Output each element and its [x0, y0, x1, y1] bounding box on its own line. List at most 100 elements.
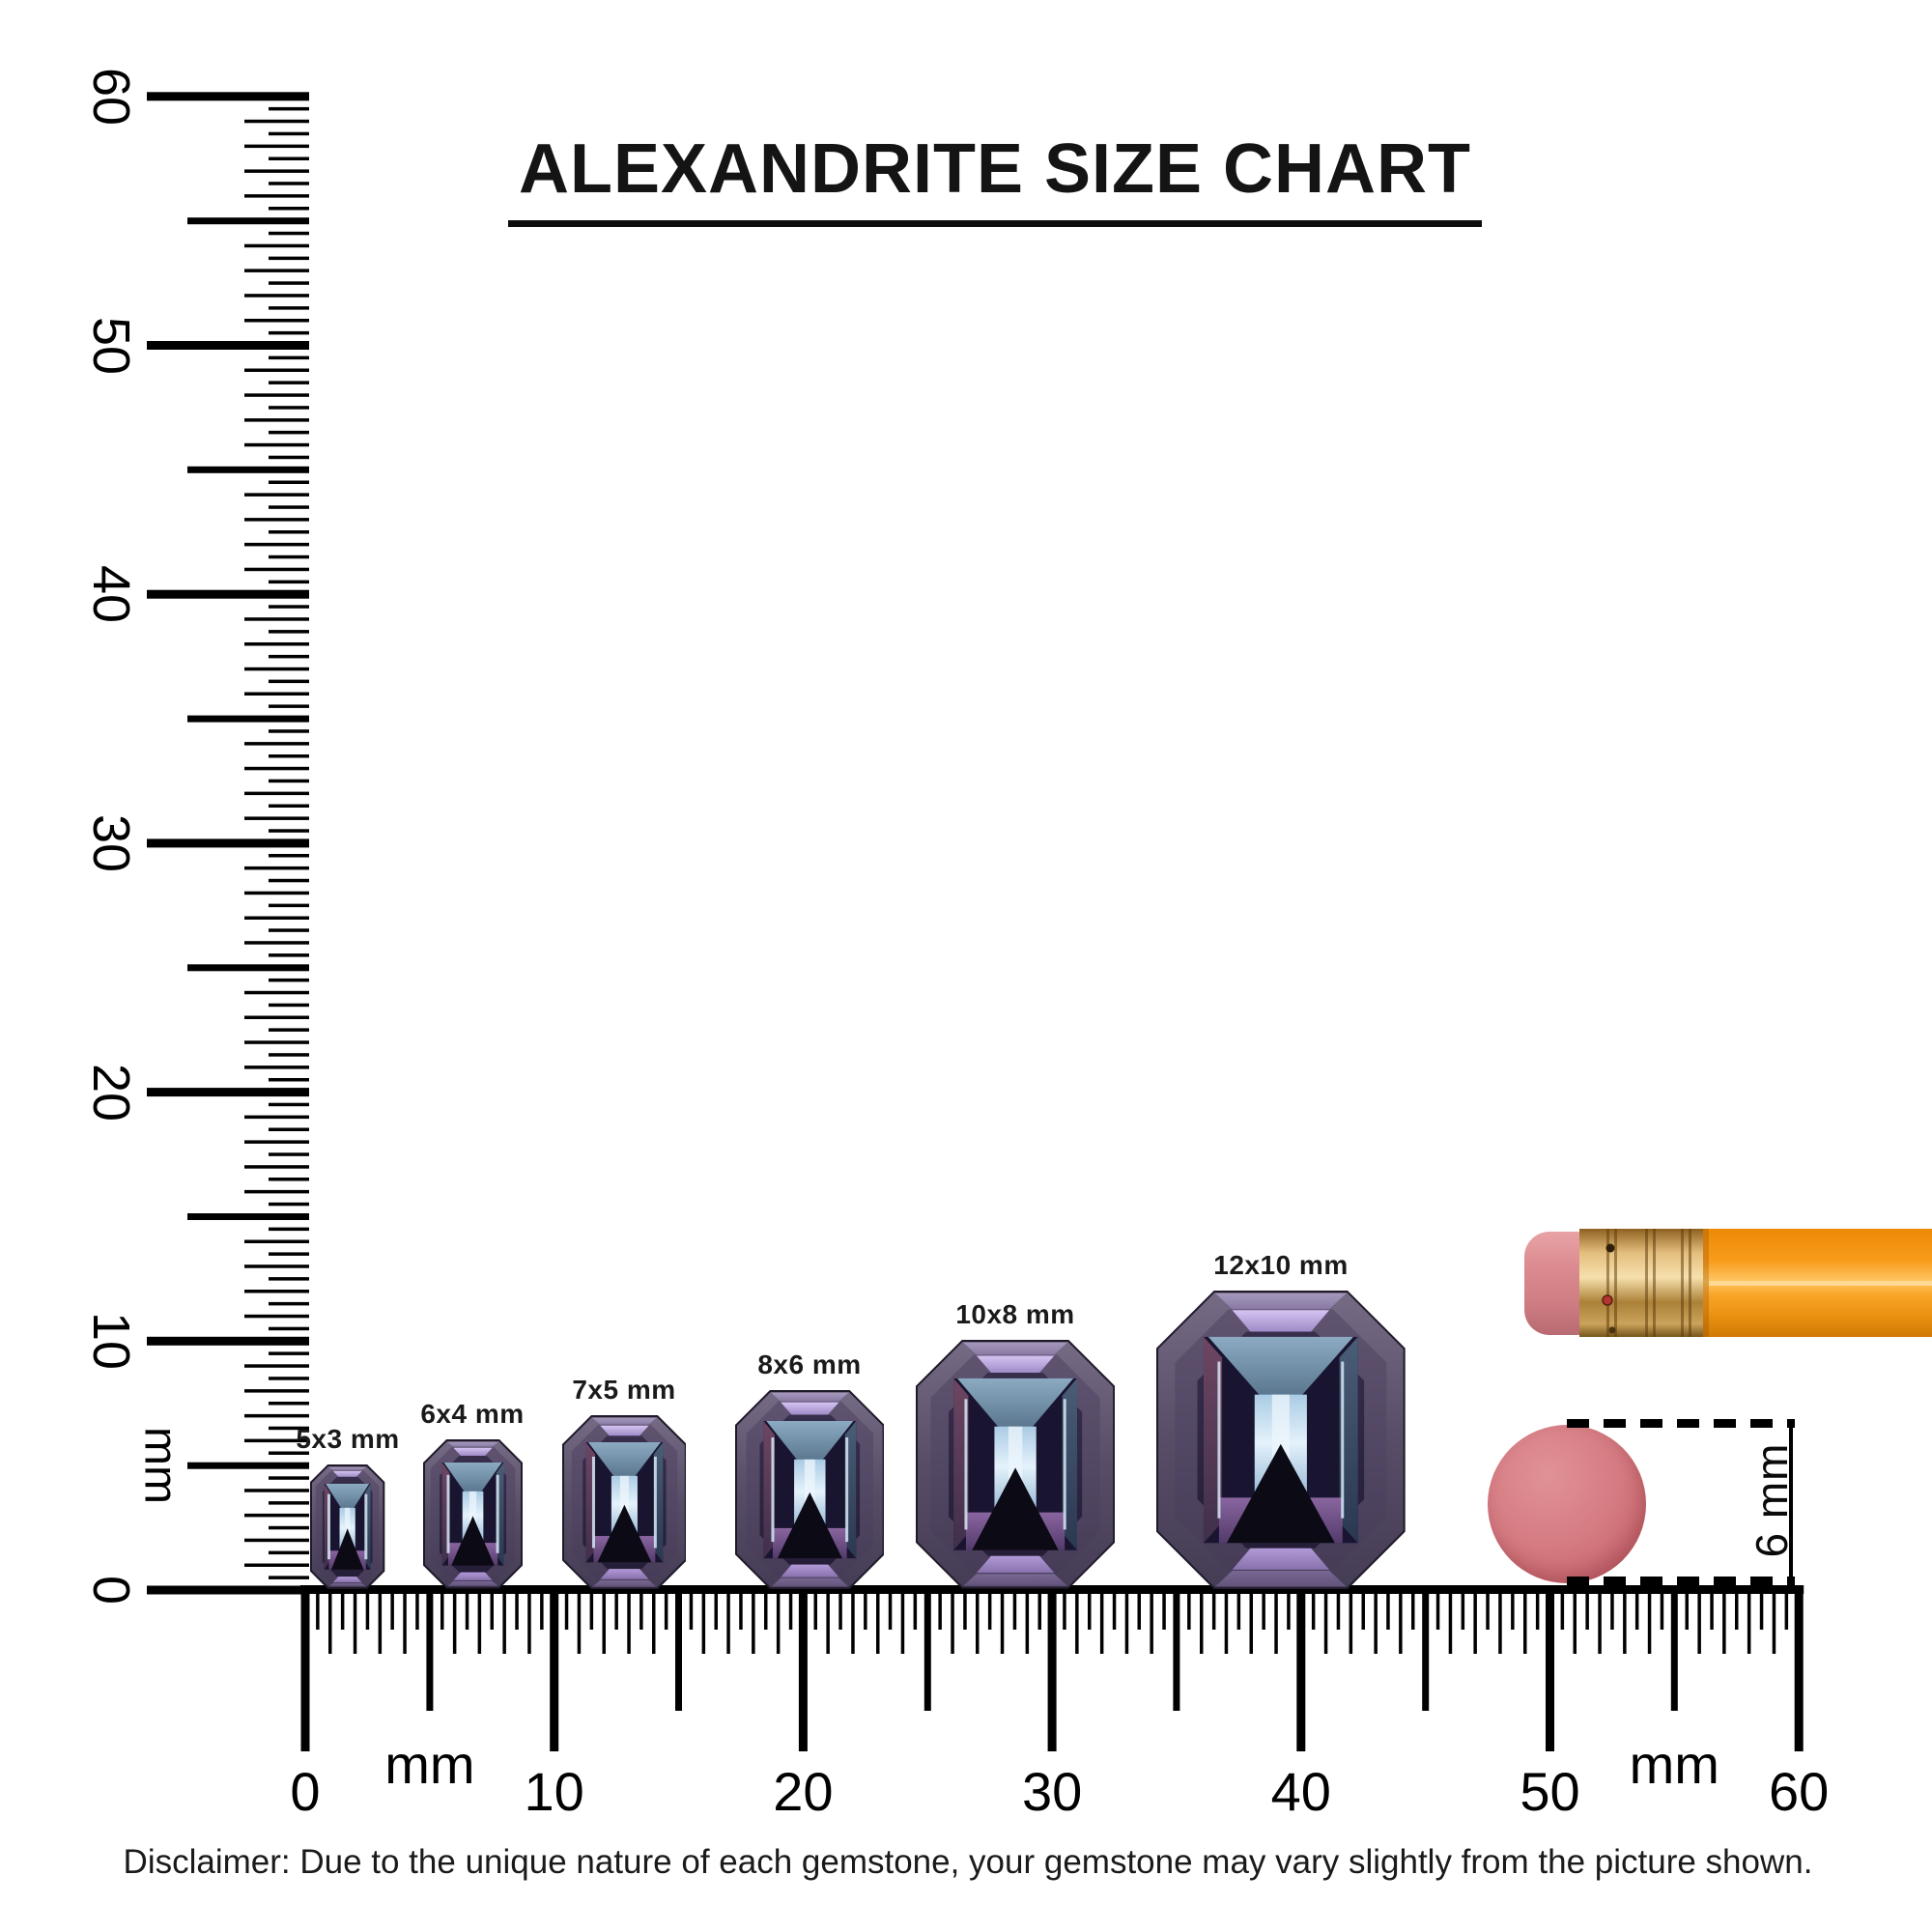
v-ruler-tick [244, 418, 309, 422]
h-ruler-tick [1448, 1589, 1453, 1654]
h-ruler-tick [689, 1589, 694, 1630]
measure-end-line [1789, 1420, 1793, 1585]
h-ruler-tick [876, 1589, 880, 1654]
h-ruler-number-50: 50 [1520, 1761, 1580, 1822]
h-ruler-tick [1735, 1589, 1739, 1630]
v-ruler-tick [269, 878, 309, 883]
h-ruler-tick [701, 1589, 706, 1654]
v-ruler-tick [244, 866, 309, 870]
ferrule-crimps [1606, 1229, 1691, 1337]
h-ruler-tick [550, 1589, 559, 1751]
h-ruler-tick [1747, 1589, 1751, 1654]
v-ruler-tick [244, 816, 309, 820]
h-ruler-tick [1012, 1589, 1017, 1630]
v-ruler-tick [244, 667, 309, 671]
h-ruler-tick [1486, 1589, 1490, 1630]
v-ruler-tick [269, 256, 309, 261]
h-ruler-tick [602, 1589, 606, 1654]
v-ruler-tick [269, 953, 309, 957]
v-ruler-tick [269, 928, 309, 932]
h-ruler-tick [403, 1589, 407, 1654]
h-ruler-tick [1670, 1589, 1678, 1711]
v-ruler-tick [244, 916, 309, 920]
h-ruler-tick [440, 1589, 444, 1630]
h-ruler-tick [540, 1589, 544, 1630]
v-ruler-tick [269, 978, 309, 982]
v-ruler-tick [269, 182, 309, 185]
v-ruler-tick [269, 505, 309, 509]
h-ruler-unit-label: mm [1629, 1734, 1719, 1795]
v-ruler-tick [269, 630, 309, 634]
h-ruler-tick [1075, 1589, 1079, 1654]
h-ruler-tick [1399, 1589, 1403, 1654]
h-ruler-tick [1772, 1589, 1776, 1654]
v-ruler-tick [244, 1538, 309, 1543]
v-ruler-tick [269, 1102, 309, 1107]
h-ruler-tick [752, 1589, 755, 1654]
v-ruler-tick [244, 692, 309, 696]
gem-size-label-0: 5x3 mm [296, 1424, 400, 1455]
h-ruler-tick [951, 1589, 954, 1654]
h-ruler-tick [1349, 1589, 1353, 1654]
h-ruler-tick [1560, 1589, 1565, 1630]
v-ruler-tick [269, 430, 309, 435]
v-ruler-tick [187, 1213, 309, 1220]
v-ruler-tick [244, 542, 309, 547]
h-ruler-tick [1374, 1589, 1378, 1654]
v-ruler-tick [244, 766, 309, 771]
v-ruler-tick [269, 804, 309, 808]
v-ruler-tick [244, 1115, 309, 1120]
v-ruler-tick [269, 754, 309, 758]
v-ruler-number-30: 30 [82, 813, 140, 872]
h-ruler-tick [1523, 1589, 1527, 1654]
v-ruler-tick [269, 1550, 309, 1555]
v-ruler-tick [244, 1438, 309, 1443]
h-ruler-tick [1037, 1589, 1041, 1630]
h-ruler-tick [1435, 1589, 1440, 1630]
v-ruler-tick [269, 1277, 309, 1281]
v-ruler-tick [244, 393, 309, 397]
h-ruler-tick [1162, 1589, 1166, 1630]
v-ruler-unit-label: mm [134, 1427, 186, 1505]
h-ruler-tick [564, 1589, 569, 1630]
v-ruler-tick [147, 1088, 309, 1097]
h-ruler-tick [353, 1589, 357, 1654]
h-ruler-tick [1710, 1589, 1714, 1630]
h-ruler-tick [577, 1589, 582, 1654]
v-ruler-tick [269, 406, 309, 410]
v-ruler-tick [244, 294, 309, 298]
h-ruler-tick [1660, 1589, 1664, 1630]
v-ruler-tick [269, 330, 309, 335]
eraser-size-label: 6 mm [1747, 1442, 1797, 1558]
gem-5x3-mm [310, 1464, 385, 1589]
v-ruler-tick [244, 941, 309, 945]
h-ruler-tick [627, 1589, 631, 1654]
v-ruler-tick [269, 1127, 309, 1131]
h-ruler-tick [1262, 1589, 1265, 1630]
h-ruler-tick [1759, 1589, 1764, 1630]
v-ruler-tick [269, 480, 309, 484]
v-ruler-tick [269, 779, 309, 783]
v-ruler-tick [269, 381, 309, 384]
v-ruler-tick [269, 1053, 309, 1057]
v-ruler-tick [269, 704, 309, 708]
h-ruler-tick [1000, 1589, 1005, 1654]
h-ruler-tick [664, 1589, 668, 1630]
v-ruler-tick [244, 269, 309, 272]
v-ruler-tick [147, 92, 309, 101]
v-ruler-tick [147, 1585, 309, 1595]
h-ruler-tick [938, 1589, 942, 1630]
h-ruler-tick [390, 1589, 394, 1630]
v-ruler-tick [269, 1078, 309, 1082]
h-ruler-tick [415, 1589, 419, 1630]
v-ruler-tick [269, 106, 309, 111]
v-ruler-tick [269, 207, 309, 211]
v-ruler-tick [244, 891, 309, 895]
v-ruler-tick [269, 530, 309, 534]
v-ruler-tick [269, 679, 309, 684]
v-ruler-number-50: 50 [82, 316, 140, 375]
h-ruler-tick [1323, 1589, 1328, 1654]
v-ruler-tick [269, 554, 309, 559]
h-ruler-tick [1311, 1589, 1316, 1630]
h-ruler-tick [888, 1589, 893, 1630]
